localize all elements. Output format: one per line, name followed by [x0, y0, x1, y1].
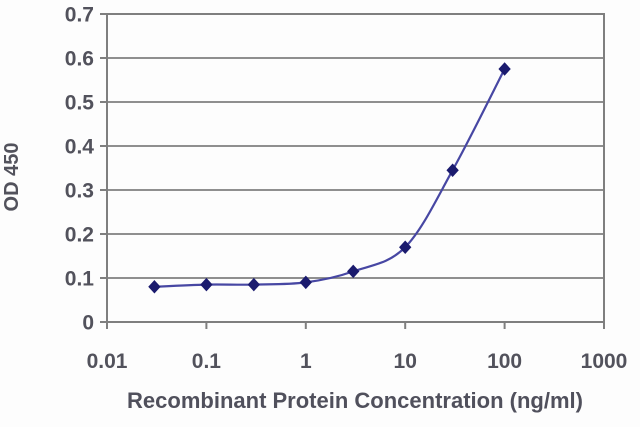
y-tick-label: 0.1: [65, 268, 95, 291]
x-tick-label: 10: [394, 350, 417, 373]
data-point-marker: [200, 277, 213, 292]
y-tick-label: 0.3: [65, 180, 94, 203]
x-axis-title: Recombinant Protein Concentration (ng/ml…: [127, 388, 583, 413]
y-tick-label: 0.7: [65, 4, 94, 27]
y-tick-label: 0: [82, 312, 94, 335]
y-tick-label: 0.6: [65, 48, 94, 71]
y-tick-label: 0.5: [65, 92, 95, 115]
data-point-marker: [399, 240, 412, 254]
data-point-marker: [148, 280, 161, 294]
data-point-marker: [247, 277, 261, 292]
data-point-marker: [446, 163, 459, 177]
data-point-marker: [498, 62, 511, 76]
x-tick-label: 1000: [581, 350, 628, 373]
y-tick-label: 0.4: [65, 136, 95, 159]
data-point-marker: [347, 264, 360, 279]
plot-border: [106, 13, 605, 323]
y-axis-title: OD 450: [1, 142, 23, 212]
x-tick-label: 0.1: [192, 350, 222, 373]
x-tick-label: 0.01: [87, 350, 128, 373]
x-tick-label: 100: [487, 350, 522, 373]
x-tick-label: 1: [300, 350, 312, 373]
data-point-marker: [299, 275, 312, 290]
y-tick-label: 0.2: [65, 224, 94, 247]
